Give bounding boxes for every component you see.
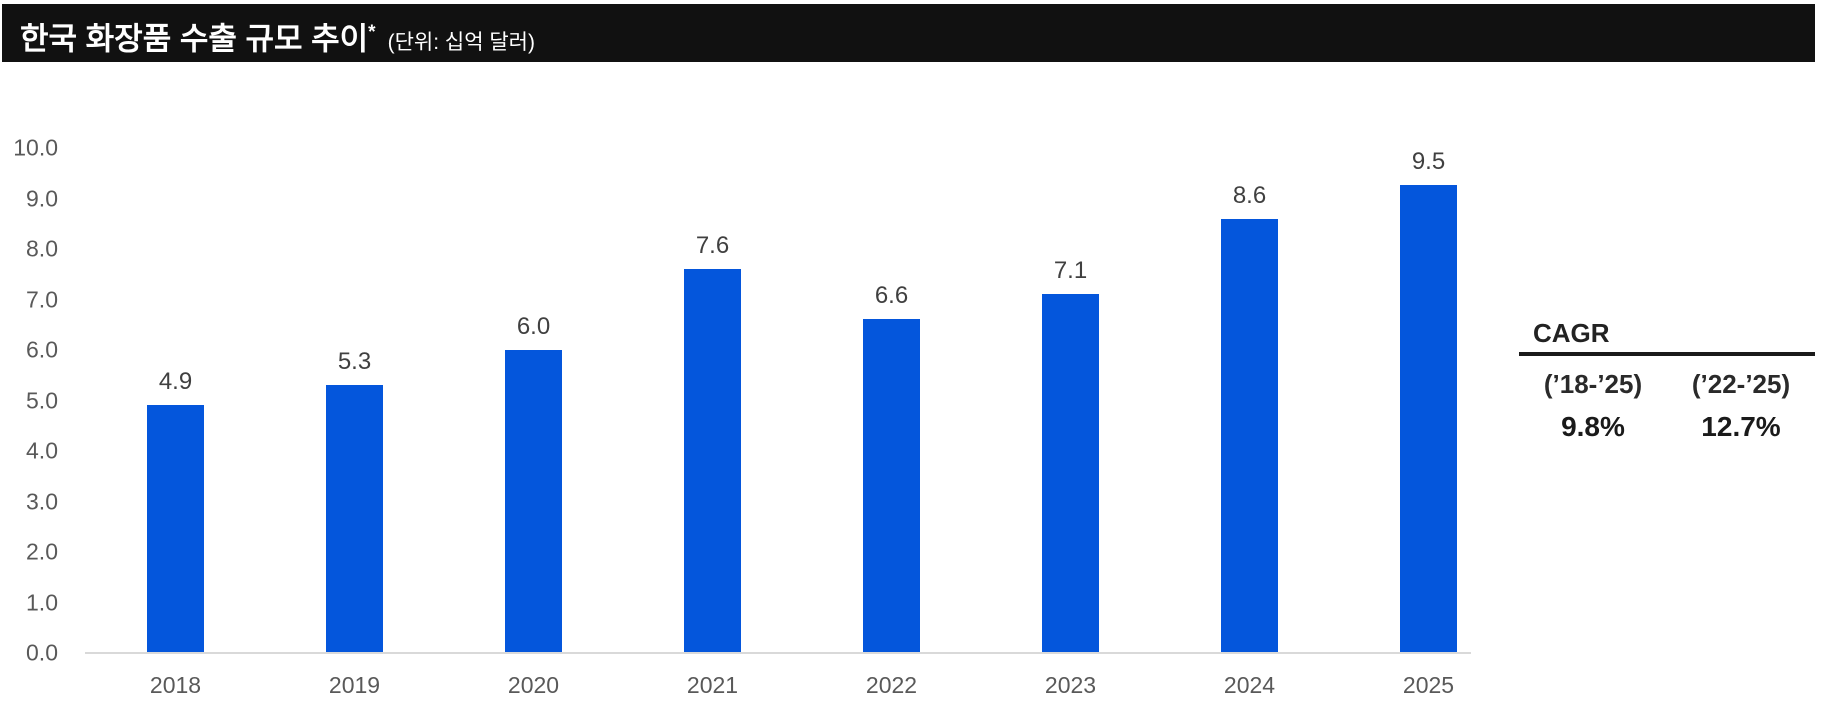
cagr-period-22-25: (’22-’25) (1691, 369, 1791, 399)
title-footnote-asterisk: * (368, 22, 376, 43)
y-tick-label: 8.0 (26, 235, 58, 262)
bar-group-2021: 7.6 (623, 148, 802, 652)
page-title-text: 한국 화장품 수출 규모 추이 (20, 21, 369, 57)
x-tick-label: 2019 (328, 672, 381, 698)
bar-group-2019: 5.3 (265, 148, 444, 652)
bar-value-label: 7.1 (1053, 257, 1088, 285)
y-axis: 10.0 9.0 8.0 7.0 6.0 5.0 4.0 3.0 2.0 1.0 0.0 (0, 135, 58, 666)
bar-2023 (1042, 294, 1099, 652)
bar-group-2018: 4.9 (86, 148, 265, 652)
x-tick-label: 2020 (507, 672, 560, 698)
bar-group-2023: 7.1 (981, 148, 1160, 652)
bar-value-label: 6.6 (874, 282, 909, 310)
bar-2025 (1400, 185, 1457, 652)
bar-2020 (505, 349, 562, 652)
y-tick-label: 0.0 (26, 639, 58, 666)
y-tick-label: 5.0 (26, 387, 58, 413)
cagr-value-row: 9.8% 12.7% (1519, 400, 1815, 443)
plot-area: 4.9 5.3 6.0 7.6 6.6 7.1 8.6 9.5 (86, 148, 1518, 652)
cagr-period-18-25: (’18-’25) (1543, 369, 1643, 399)
bar-2024 (1221, 218, 1278, 652)
y-tick-label: 6.0 (26, 336, 58, 363)
y-tick-label: 7.0 (26, 286, 58, 312)
bar-group-2022: 6.6 (802, 148, 981, 652)
bar-group-2024: 8.6 (1160, 148, 1339, 652)
bar-value-label: 6.0 (516, 312, 551, 340)
x-tick-label: 2018 (149, 672, 202, 698)
x-tick-label: 2023 (1044, 672, 1097, 698)
x-tick-label: 2021 (686, 672, 739, 698)
bar-group-2020: 6.0 (444, 148, 623, 652)
bar-value-label: 9.5 (1411, 148, 1446, 175)
y-tick-label: 9.0 (26, 185, 58, 211)
x-tick-label: 2025 (1402, 672, 1455, 698)
title-bar: 한국 화장품 수출 규모 추이* (단위: 십억 달러) (2, 4, 1815, 62)
unit-label: (단위: 십억 달러) (387, 31, 535, 55)
cagr-divider-line (1519, 352, 1815, 356)
cagr-value-22-25: 12.7% (1701, 411, 1781, 442)
cagr-value-18-25: 9.8% (1561, 411, 1625, 442)
bar-2021 (684, 268, 741, 652)
bar-2019 (326, 384, 383, 652)
x-axis-baseline (85, 652, 1471, 654)
bar-2022 (863, 319, 920, 652)
cagr-title: CAGR (1533, 318, 1610, 348)
y-tick-label: 3.0 (26, 488, 58, 514)
cagr-panel: CAGR (’18-’25) (’22-’25) 9.8% 12.7% (1519, 318, 1815, 443)
cagr-period-row: (’18-’25) (’22-’25) (1519, 356, 1815, 400)
bar-value-label: 4.9 (158, 368, 193, 396)
y-tick-label: 4.0 (26, 437, 58, 464)
y-tick-label: 10.0 (13, 134, 58, 161)
bar-group-2025: 9.5 (1339, 148, 1518, 652)
page-title: 한국 화장품 수출 규모 추이* (20, 4, 376, 68)
y-tick-label: 1.0 (26, 589, 58, 615)
bar-value-label: 7.6 (695, 231, 730, 259)
bar-2018 (147, 405, 204, 652)
bar-value-label: 5.3 (337, 347, 372, 375)
y-tick-label: 2.0 (26, 538, 58, 565)
bar-value-label: 8.6 (1232, 181, 1267, 209)
x-axis: 2018 2019 2020 2021 2022 2023 2024 2025 (86, 672, 1518, 699)
x-tick-label: 2022 (865, 672, 918, 698)
x-tick-label: 2024 (1223, 672, 1276, 698)
